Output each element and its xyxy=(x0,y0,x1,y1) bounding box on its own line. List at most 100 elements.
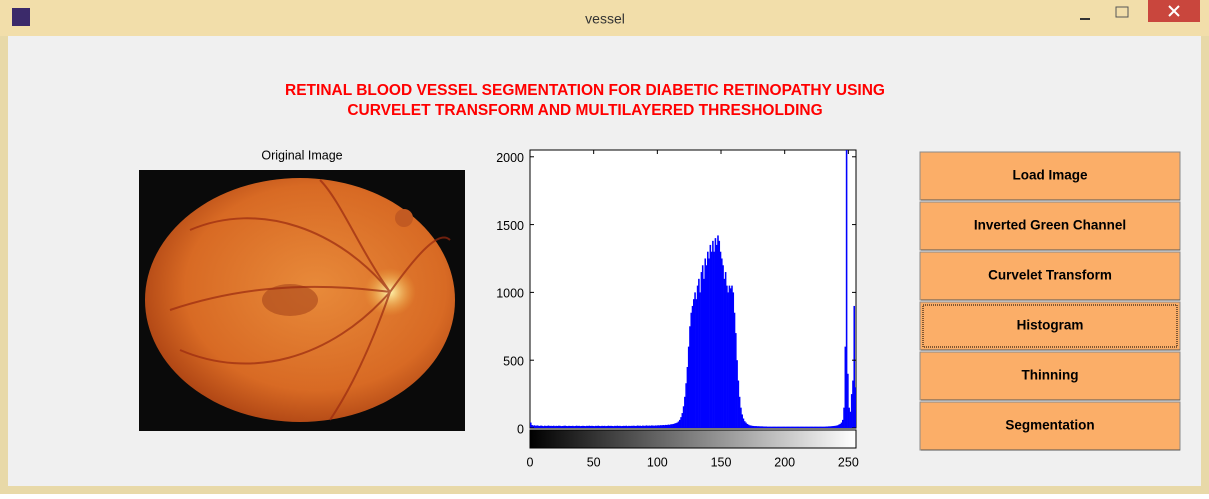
focus-ring xyxy=(922,304,1178,348)
bar xyxy=(617,425,620,428)
bar xyxy=(819,426,821,428)
bar xyxy=(668,424,671,428)
bar xyxy=(587,425,589,428)
bar xyxy=(719,251,722,428)
button[interactable] xyxy=(919,401,1181,451)
bar xyxy=(538,425,541,428)
bar xyxy=(813,426,816,428)
bar xyxy=(831,426,834,428)
button-label[interactable]: Curvelet Transform xyxy=(988,268,1112,283)
bar xyxy=(541,425,544,428)
bar xyxy=(682,406,685,428)
retina-image xyxy=(395,209,413,227)
bar xyxy=(835,425,838,428)
bar xyxy=(667,424,670,428)
bar xyxy=(542,426,545,428)
bar xyxy=(687,346,690,428)
minimize-button[interactable] xyxy=(1080,18,1090,20)
bar xyxy=(555,425,558,428)
bar xyxy=(791,426,793,428)
bar xyxy=(707,251,709,428)
bar xyxy=(678,419,681,428)
bar xyxy=(745,422,747,428)
button[interactable] xyxy=(919,151,1181,201)
bar xyxy=(565,425,568,428)
bar xyxy=(801,426,803,428)
bar xyxy=(728,285,731,428)
bar xyxy=(603,425,606,428)
bar xyxy=(621,425,624,428)
bar xyxy=(717,235,719,428)
bar xyxy=(597,425,600,428)
bar xyxy=(845,150,848,428)
bar xyxy=(755,426,757,428)
bar xyxy=(794,426,797,428)
bar xyxy=(806,426,808,428)
bar xyxy=(659,425,662,428)
button-label[interactable]: Segmentation xyxy=(1005,418,1094,433)
bar xyxy=(847,373,849,428)
bar xyxy=(765,426,768,428)
bar xyxy=(596,425,598,428)
button-label[interactable]: Thinning xyxy=(1022,368,1079,383)
x-tick-label: 100 xyxy=(647,455,668,469)
bar xyxy=(782,426,784,428)
bar xyxy=(808,426,811,428)
bar xyxy=(839,423,842,428)
bar xyxy=(741,414,743,428)
bar xyxy=(709,244,712,428)
bar xyxy=(825,426,828,428)
button[interactable] xyxy=(919,301,1181,351)
bar xyxy=(656,425,658,428)
bar xyxy=(536,425,538,428)
image-title: Original Image xyxy=(261,148,342,162)
bar xyxy=(568,425,570,428)
bars xyxy=(530,150,856,428)
maximize-button[interactable] xyxy=(1115,6,1129,18)
bar xyxy=(810,426,812,428)
bar xyxy=(662,425,665,428)
bar xyxy=(686,366,689,428)
bar xyxy=(836,425,839,428)
bar xyxy=(566,426,569,428)
bar xyxy=(805,426,807,428)
bar xyxy=(573,426,575,428)
button-label[interactable]: Inverted Green Channel xyxy=(974,218,1126,233)
bar xyxy=(685,383,687,428)
bar xyxy=(675,423,677,428)
bar xyxy=(530,422,532,428)
bar xyxy=(612,426,615,428)
bar xyxy=(636,425,639,428)
button-label[interactable]: Load Image xyxy=(1012,168,1088,183)
bar xyxy=(733,312,736,428)
bar xyxy=(713,251,715,428)
bar xyxy=(834,425,836,428)
bar xyxy=(658,425,661,428)
bar xyxy=(747,424,750,428)
bar xyxy=(724,272,727,428)
bar xyxy=(712,240,714,428)
bar xyxy=(533,425,536,428)
bar xyxy=(570,425,573,428)
bar xyxy=(750,425,752,428)
button[interactable] xyxy=(919,201,1181,251)
bar xyxy=(735,333,737,428)
bar xyxy=(721,258,723,428)
bar xyxy=(572,425,574,428)
bar xyxy=(722,265,724,428)
bar xyxy=(798,426,801,428)
bar xyxy=(677,421,680,428)
button-label[interactable]: Histogram xyxy=(1017,318,1084,333)
bar xyxy=(701,265,704,428)
bar xyxy=(696,285,699,428)
bar xyxy=(577,425,579,428)
bar xyxy=(550,425,552,428)
bar xyxy=(671,424,673,428)
bar xyxy=(840,422,843,428)
bar xyxy=(695,299,698,428)
bar xyxy=(601,425,603,428)
title-bar xyxy=(0,0,1209,36)
bar xyxy=(680,417,682,428)
bar xyxy=(645,425,648,428)
button[interactable] xyxy=(919,251,1181,301)
